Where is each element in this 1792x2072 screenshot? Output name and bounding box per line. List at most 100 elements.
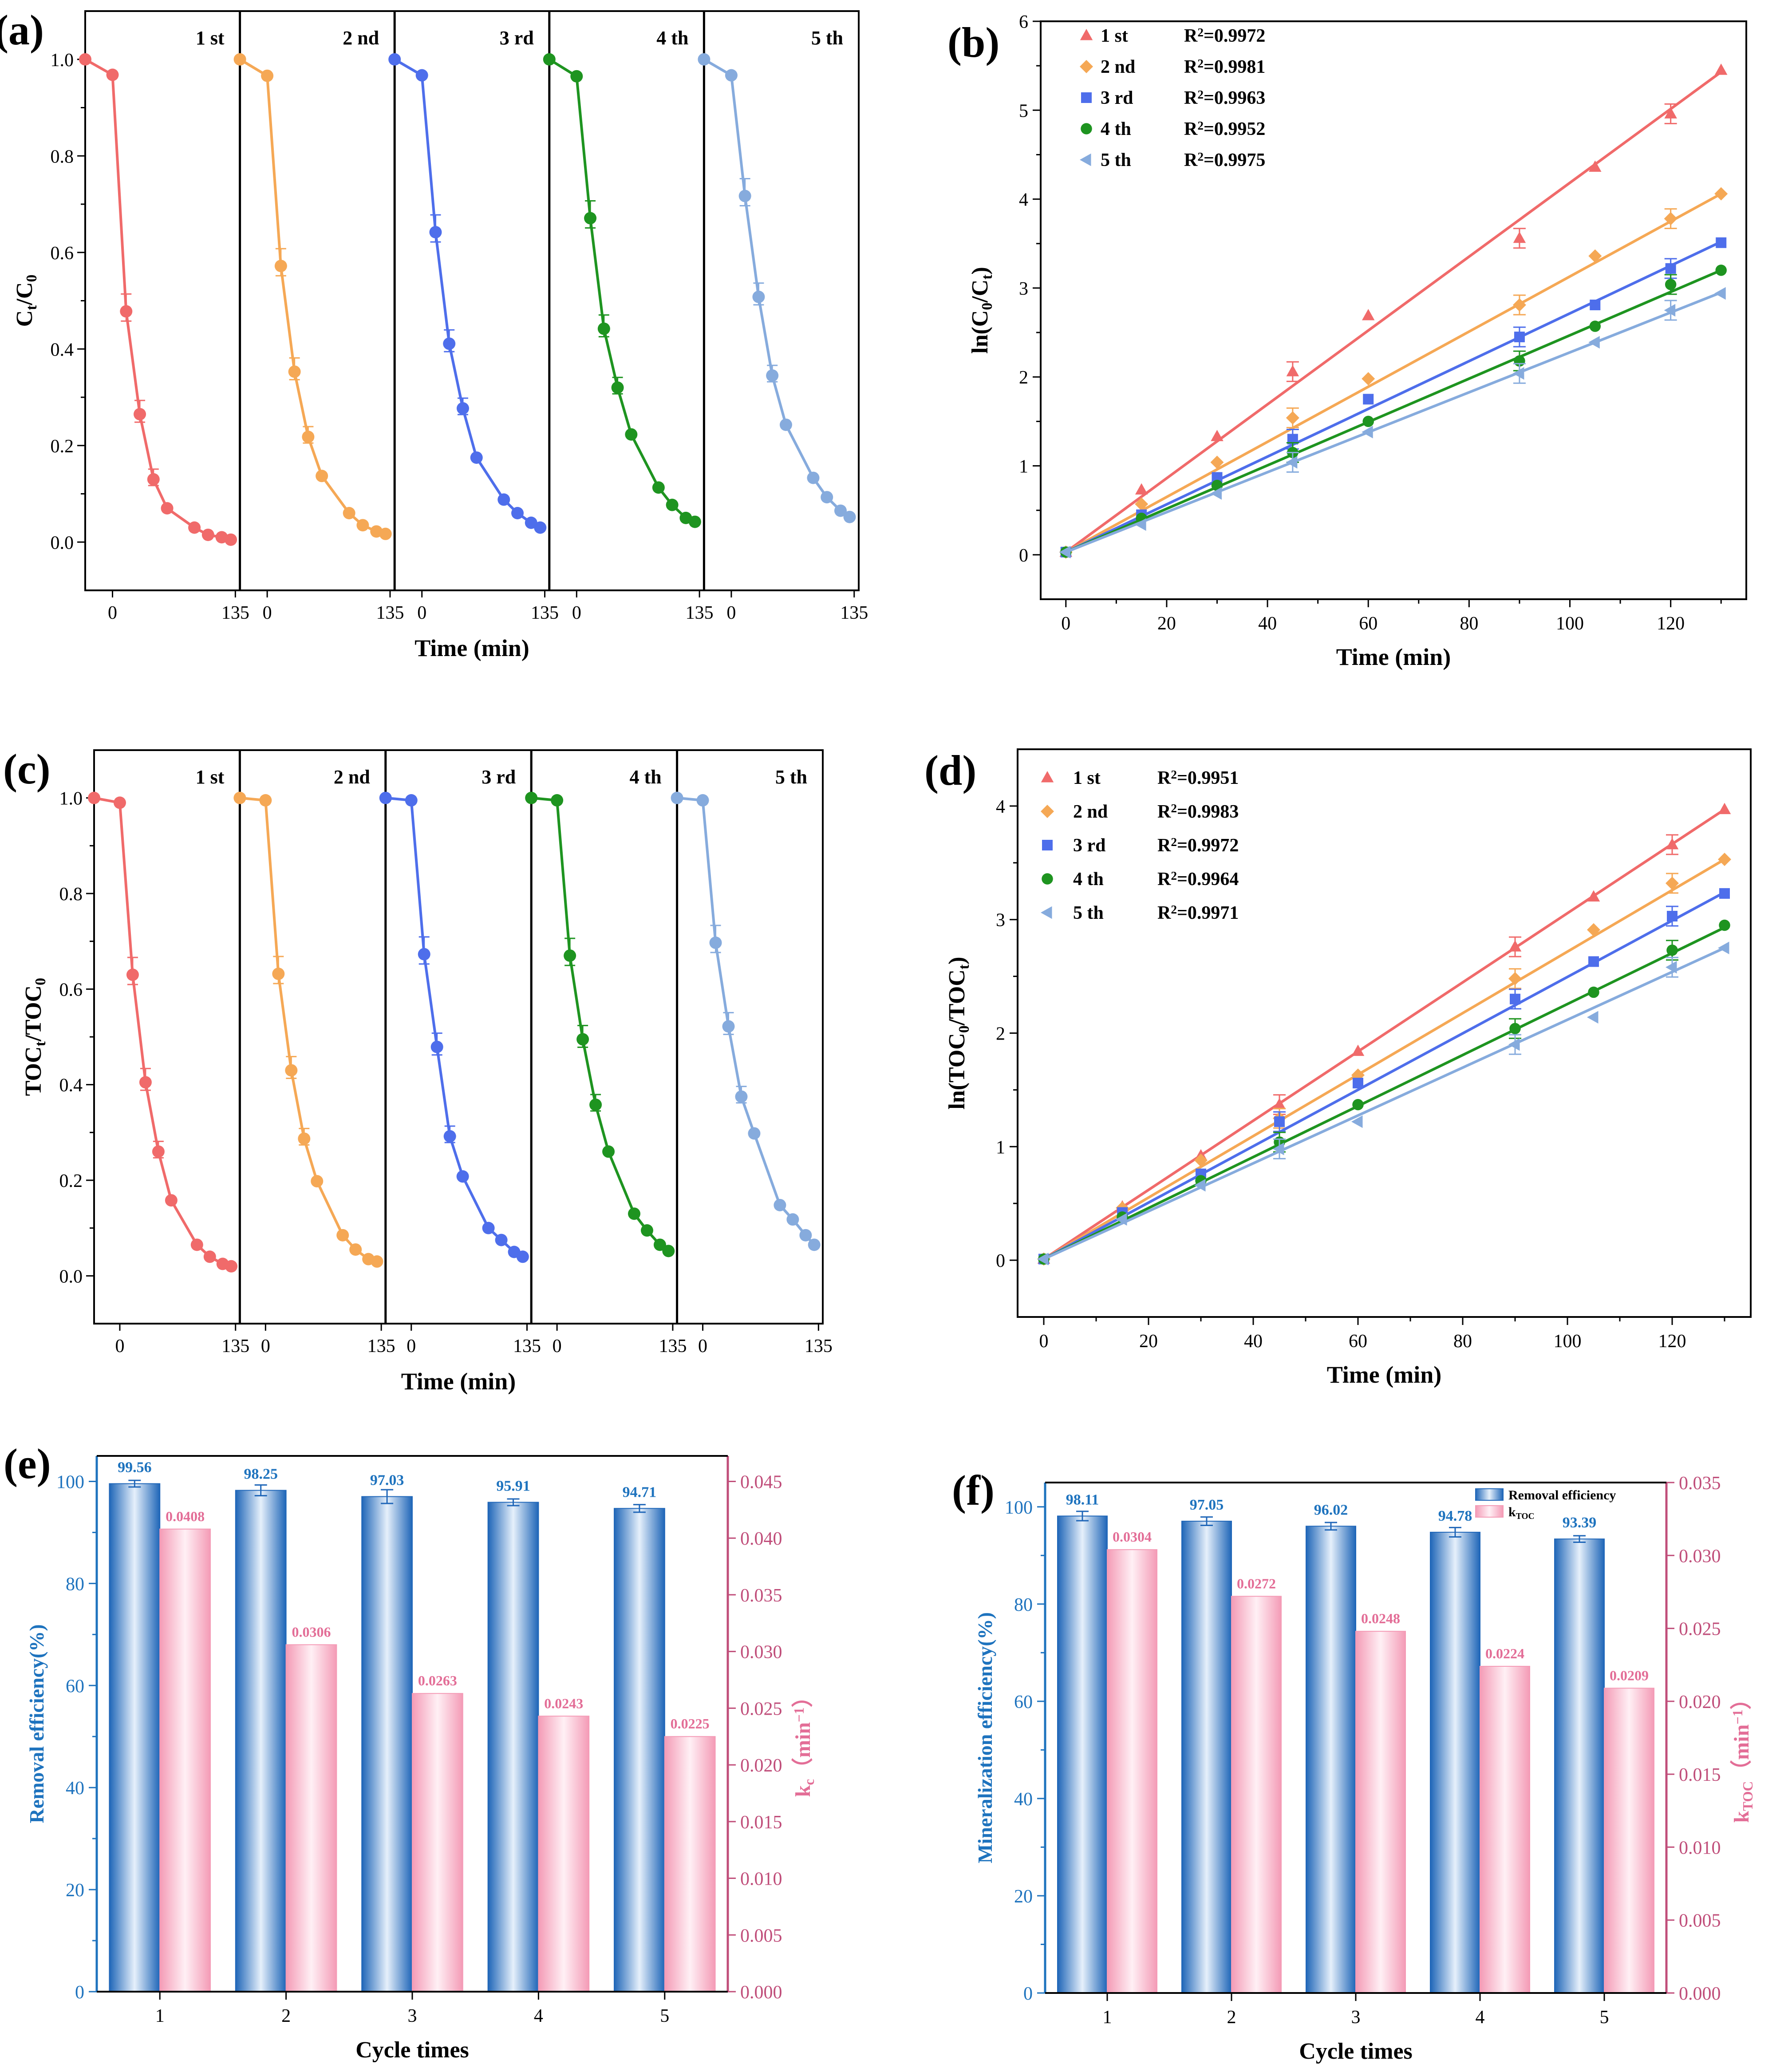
legend-label: 5 th [1101,150,1131,170]
x-tick-label: 0 [553,1336,562,1356]
data-point [799,1229,812,1242]
legend-r2-part: =0.9951 [1177,768,1239,788]
legend-label: 1 st [1101,26,1128,46]
data-point [1274,1116,1285,1127]
x-tick-label: 80 [1453,1331,1472,1352]
data-point [1718,853,1731,866]
legend-label: 2 nd [1101,57,1135,77]
y-left-tick-label: 40 [66,1778,84,1799]
cycle-label: 1 st [196,27,225,49]
bar-value-label: 0.0304 [1113,1529,1152,1545]
x-tick-label: 0 [1039,1331,1049,1352]
data-point [688,515,701,528]
data-point [628,1207,641,1220]
data-point [1286,456,1298,469]
bar-rate-constant [664,1736,716,1992]
y-right-axis-label-part: （min [791,1722,815,1779]
bar-efficiency [1181,1521,1232,1994]
data-point [1508,940,1522,952]
bar-value-label: 96.02 [1314,1502,1348,1518]
data-point [1353,1078,1363,1089]
data-point [752,290,765,303]
x-tick-label: 1 [1103,2007,1112,2028]
data-point [584,212,597,225]
legend-marker [1081,92,1092,103]
y-tick-label: 1.0 [59,789,83,809]
y-axis-label: TOCt/TOC0 [21,978,49,1096]
y-axis-label: ln(TOC0/TOCt) [944,957,972,1109]
y-axis-label-part: /TOC [21,985,46,1042]
y-axis-label-part: ln(TOC [944,1033,970,1109]
data-point [152,1145,165,1158]
series-line [677,796,815,1246]
data-point [662,1245,675,1257]
y-axis-label-part: /C [12,282,37,306]
x-tick-label: 0 [261,1336,270,1356]
series-line [84,58,231,541]
legend-r2-part: R [1184,150,1198,170]
bar-value-label: 0.0263 [418,1673,457,1688]
data-point [288,365,301,378]
cycle-label: 4 th [656,27,688,49]
data-point [1589,320,1601,332]
data-point [534,521,547,534]
series-line [240,796,378,1263]
data-point [147,473,160,486]
data-point [302,431,315,443]
bar-efficiency [487,1502,539,1992]
data-point [748,1127,761,1140]
legend-marker [1080,60,1093,73]
y-tick-label: 2 [996,1024,1005,1044]
cycle-label: 4 th [629,766,661,788]
y-tick-label: 0.6 [59,980,83,1000]
legend-r2-part: R [1157,768,1171,788]
bar-rate-constant [285,1644,337,1992]
y-axis-label-part: t [32,1041,49,1046]
y-axis-label-part: t [24,305,40,310]
y-right-tick-label: 0.000 [740,1982,782,2003]
data-point [1135,483,1148,495]
bar-efficiency [1554,1538,1605,1994]
legend-r2: R2=0.9971 [1157,903,1239,923]
legend-r2-part: =0.9972 [1177,835,1239,856]
y-right-tick-label: 0.030 [740,1642,782,1663]
bar-rate-constant [1355,1631,1406,1993]
data-point [709,936,722,949]
data-point [1509,1023,1521,1035]
plot-frame [93,749,824,1325]
legend-label: 3 rd [1073,835,1106,856]
data-point [774,1198,786,1211]
data-point [1587,890,1600,902]
y-axis-label-part: /C [967,280,993,303]
data-point [671,791,683,804]
data-point [696,794,709,807]
x-tick-label: 135 [805,1336,833,1356]
bar-value-label: 97.03 [370,1472,404,1489]
data-point [274,260,287,273]
plot-frame [84,10,860,591]
fit-line [1065,71,1722,554]
data-point [456,1170,469,1183]
y-right-tick-label: 0.045 [740,1472,782,1492]
x-tick-label: 60 [1359,613,1378,634]
legend-label: 2 nd [1073,802,1108,822]
x-tick-label: 120 [1657,613,1685,634]
data-point [1210,487,1222,500]
y-right-axis-label-part: ） [1730,1688,1753,1709]
data-point [1286,365,1299,376]
data-point [1664,212,1678,225]
legend-r2: R2=0.9983 [1157,802,1239,822]
y-left-tick-label: 80 [1014,1595,1033,1615]
data-point [1508,1038,1520,1051]
y-axis-label: Ct/C0 [12,275,40,327]
panel-label: (c) [3,745,51,793]
fit-line [1043,808,1725,1261]
y-axis-label: ln(C0/Ct) [967,267,995,354]
bar-value-label: 94.78 [1438,1508,1472,1524]
x-tick-label: 0 [572,603,581,623]
series-line [239,58,386,535]
legend-r2-part: 2 [1171,903,1177,916]
legend-label: 5 th [1073,903,1104,923]
data-point [225,533,237,546]
